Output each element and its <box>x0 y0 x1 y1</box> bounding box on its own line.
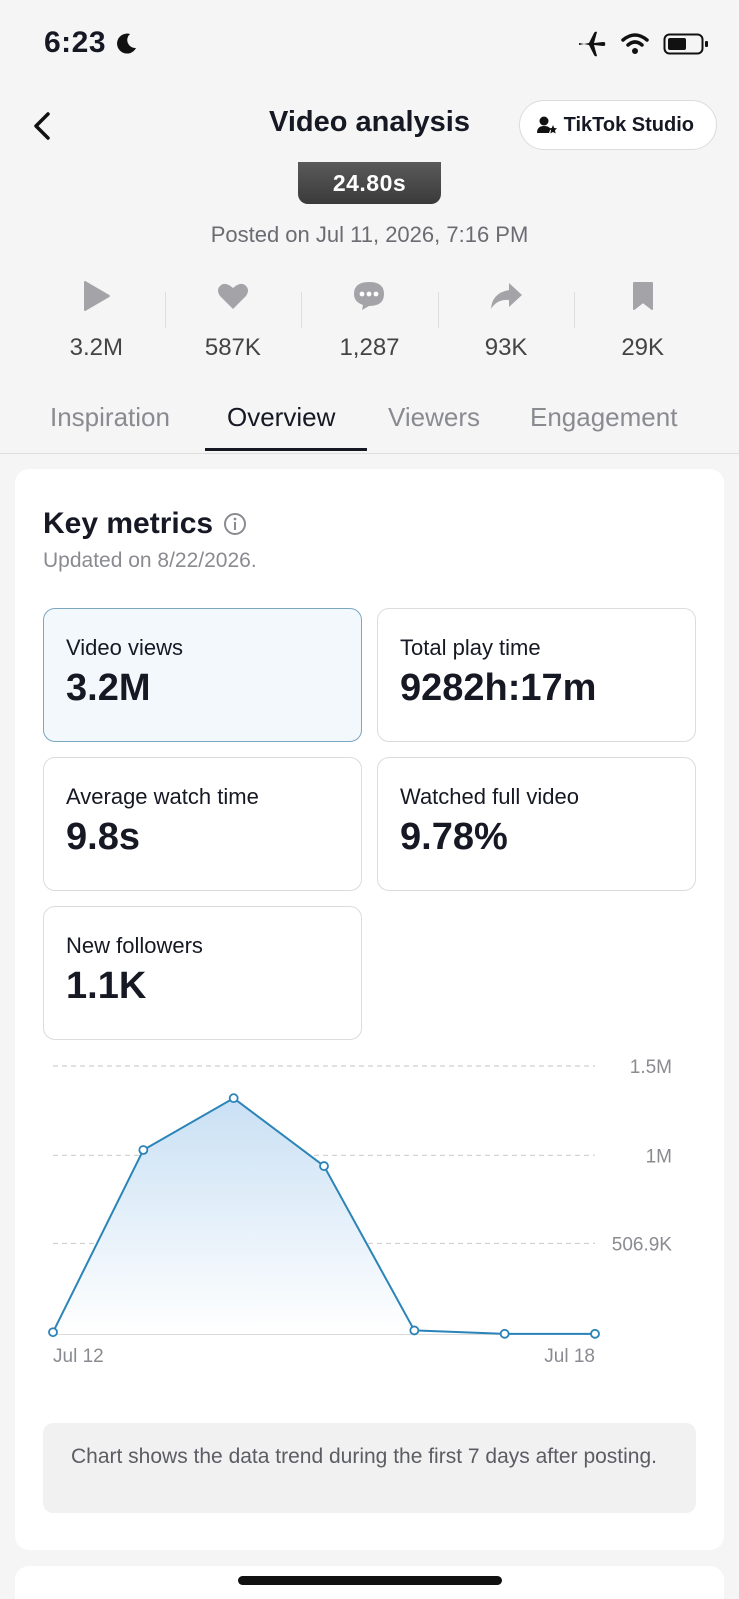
data-point <box>48 1327 58 1338</box>
views-trend-chart: 1.5M 1M 506.9K Jul 12 Jul 18 <box>48 1057 673 1367</box>
stat-shares: 93K <box>437 276 575 366</box>
metric-value: 3.2M <box>66 667 151 709</box>
status-icons <box>577 30 709 58</box>
active-tab-indicator <box>205 448 367 451</box>
metric-video-views[interactable]: Video views 3.2M <box>43 608 362 742</box>
engagement-stats: 3.2M 587K 1,287 93K <box>28 276 711 366</box>
series-area <box>53 1098 595 1334</box>
data-point <box>138 1145 149 1155</box>
metric-total-play-time[interactable]: Total play time 9282h:17m <box>377 608 696 742</box>
metric-label: Average watch time <box>66 784 259 809</box>
share-icon <box>491 283 523 309</box>
tiktok-studio-label: TikTok Studio <box>563 113 694 136</box>
header: Video analysis TikTok Studio <box>0 96 739 152</box>
battery-icon <box>663 33 708 55</box>
tab-inspiration[interactable]: Inspiration <box>50 402 170 432</box>
metric-average-watch-time[interactable]: Average watch time 9.8s <box>43 757 362 891</box>
data-point <box>409 1325 420 1336</box>
chart-note: Chart shows the data trend during the fi… <box>43 1423 696 1513</box>
info-icon[interactable] <box>223 512 247 536</box>
bookmark-icon <box>632 282 653 310</box>
home-indicator <box>238 1576 502 1585</box>
stat-value: 587K <box>204 334 261 361</box>
page-title: Video analysis <box>269 106 470 138</box>
stat-comments: 1,287 <box>301 276 438 366</box>
stat-likes: 587K <box>164 276 302 366</box>
video-duration: 24.80s <box>332 169 407 196</box>
posted-date: Posted on Jul 11, 2026, 7:16 PM <box>210 222 529 247</box>
data-point <box>499 1328 510 1339</box>
metric-label: New followers <box>66 933 203 958</box>
key-metrics-title: Key metrics <box>43 507 214 540</box>
airplane-icon <box>579 31 606 57</box>
stat-saves: 29K <box>574 276 711 366</box>
stat-value: 29K <box>621 334 665 361</box>
tab-bar: Inspiration Overview Viewers Engagement <box>0 390 739 454</box>
stat-value: 1,287 <box>339 334 400 361</box>
creator-icon <box>536 116 557 134</box>
heart-icon <box>217 283 248 309</box>
y-tick-label: 1M <box>646 1146 672 1167</box>
metric-label: Video views <box>66 635 183 660</box>
metric-watched-full-video[interactable]: Watched full video 9.78% <box>377 757 696 891</box>
stat-views: 3.2M <box>28 276 165 366</box>
status-time: 6:23 <box>44 26 107 59</box>
data-point <box>319 1161 329 1171</box>
metric-label: Total play time <box>400 635 541 660</box>
stat-value: 3.2M <box>69 334 123 361</box>
updated-date: Updated on 8/22/2026. <box>43 549 257 572</box>
metric-value: 9.78% <box>400 816 508 858</box>
tab-viewers[interactable]: Viewers <box>388 402 481 432</box>
stat-value: 93K <box>484 334 528 361</box>
data-point <box>590 1328 600 1339</box>
video-thumbnail[interactable]: 24.80s <box>298 162 441 204</box>
wifi-icon <box>621 33 649 54</box>
metric-value: 1.1K <box>66 965 147 1007</box>
y-tick-label: 506.9K <box>612 1234 673 1255</box>
x-tick-label: Jul 18 <box>544 1346 595 1367</box>
y-tick-label: 1.5M <box>630 1057 672 1078</box>
back-button[interactable] <box>24 106 64 146</box>
moon-icon <box>117 33 136 54</box>
metric-new-followers[interactable]: New followers 1.1K <box>43 906 362 1040</box>
metric-value: 9282h:17m <box>400 667 597 709</box>
data-point <box>228 1093 239 1104</box>
tiktok-studio-button[interactable]: TikTok Studio <box>518 100 717 150</box>
status-bar: 6:23 <box>0 0 739 90</box>
comment-icon <box>354 282 385 310</box>
tab-overview[interactable]: Overview <box>227 402 336 432</box>
metric-label: Watched full video <box>400 784 579 809</box>
metric-value: 9.8s <box>66 816 140 858</box>
play-icon <box>84 281 111 311</box>
tab-engagement[interactable]: Engagement <box>530 402 678 432</box>
key-metrics-card: Key metrics Updated on 8/22/2026. Video … <box>15 469 724 1550</box>
x-tick-label: Jul 12 <box>53 1346 104 1367</box>
